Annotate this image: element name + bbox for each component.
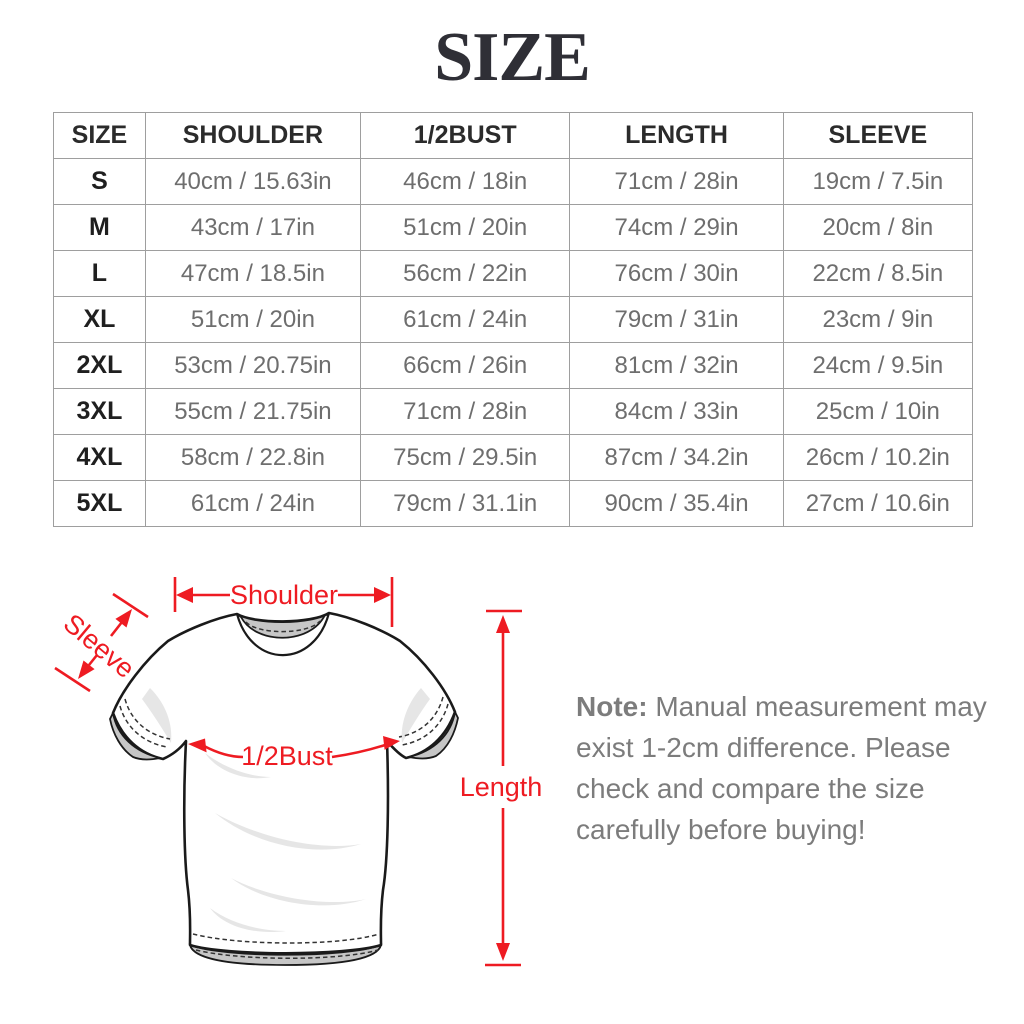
measurement-cell: 20cm / 8in bbox=[782, 204, 974, 251]
size-value-cell: 3XL bbox=[53, 388, 146, 435]
measurement-cell: 81cm / 32in bbox=[569, 342, 784, 389]
size-chart-table: SIZE SHOULDER 1/2BUST LENGTH SLEEVE S 40… bbox=[53, 112, 974, 527]
measurement-cell: 23cm / 9in bbox=[782, 296, 974, 343]
column-header-bust: 1/2BUST bbox=[359, 112, 571, 159]
collar-stitching bbox=[245, 620, 321, 633]
length-arrow: Length bbox=[460, 609, 543, 967]
shirt-body bbox=[111, 611, 457, 955]
measurement-cell: 51cm / 20in bbox=[359, 204, 571, 251]
measurement-cell: 90cm / 35.4in bbox=[569, 480, 784, 527]
size-value-cell: XL bbox=[53, 296, 146, 343]
bust-label: 1/2Bust bbox=[241, 741, 333, 771]
column-header-sleeve: SLEEVE bbox=[782, 112, 974, 159]
measurement-cell: 79cm / 31in bbox=[569, 296, 784, 343]
left-cuff bbox=[109, 698, 171, 761]
shoulder-label: Shoulder bbox=[230, 580, 338, 610]
note-text: Manual measurement may bbox=[655, 691, 987, 722]
note-line: Note: Manual measurement may bbox=[576, 686, 996, 727]
column-header-shoulder: SHOULDER bbox=[144, 112, 361, 159]
measurement-cell: 24cm / 9.5in bbox=[782, 342, 974, 389]
size-value-cell: M bbox=[53, 204, 146, 251]
measurement-cell: 84cm / 33in bbox=[569, 388, 784, 435]
measurement-cell: 58cm / 22.8in bbox=[144, 434, 361, 481]
tshirt-illustration bbox=[109, 611, 459, 966]
measurement-cell: 47cm / 18.5in bbox=[144, 250, 361, 297]
measurement-cell: 75cm / 29.5in bbox=[359, 434, 571, 481]
table-row: 3XL 55cm / 21.75in 71cm / 28in 84cm / 33… bbox=[53, 388, 974, 435]
collar-inside bbox=[236, 612, 330, 639]
hem-stitching bbox=[192, 933, 380, 959]
measurement-cell: 40cm / 15.63in bbox=[144, 158, 361, 205]
measurement-cell: 61cm / 24in bbox=[144, 480, 361, 527]
table-row: 4XL 58cm / 22.8in 75cm / 29.5in 87cm / 3… bbox=[53, 434, 974, 481]
page-title: SIZE bbox=[434, 19, 591, 96]
measurement-cell: 79cm / 31.1in bbox=[359, 480, 571, 527]
table-row: XL 51cm / 20in 61cm / 24in 79cm / 31in 2… bbox=[53, 296, 974, 343]
table-header-row: SIZE SHOULDER 1/2BUST LENGTH SLEEVE bbox=[53, 112, 974, 159]
measurement-cell: 43cm / 17in bbox=[144, 204, 361, 251]
shoulder-arrow: Shoulder bbox=[173, 577, 394, 627]
measurement-cell: 87cm / 34.2in bbox=[569, 434, 784, 481]
measurement-cell: 61cm / 24in bbox=[359, 296, 571, 343]
size-value-cell: L bbox=[53, 250, 146, 297]
size-value-cell: S bbox=[53, 158, 146, 205]
measurement-cell: 76cm / 30in bbox=[569, 250, 784, 297]
hem-band bbox=[188, 943, 383, 966]
measurement-cell: 74cm / 29in bbox=[569, 204, 784, 251]
column-header-size: SIZE bbox=[53, 112, 146, 159]
size-value-cell: 4XL bbox=[53, 434, 146, 481]
bust-arrow: 1/2Bust bbox=[188, 736, 400, 771]
measurement-note: Note: Manual measurement may exist 1-2cm… bbox=[576, 686, 996, 850]
measurement-cell: 25cm / 10in bbox=[782, 388, 974, 435]
table-row: S 40cm / 15.63in 46cm / 18in 71cm / 28in… bbox=[53, 158, 974, 205]
size-value-cell: 5XL bbox=[53, 480, 146, 527]
collar-band-front bbox=[235, 612, 331, 657]
measurement-cell: 26cm / 10.2in bbox=[782, 434, 974, 481]
table-row: 2XL 53cm / 20.75in 66cm / 26in 81cm / 32… bbox=[53, 342, 974, 389]
table-row: M 43cm / 17in 51cm / 20in 74cm / 29in 20… bbox=[53, 204, 974, 251]
measurement-cell: 22cm / 8.5in bbox=[782, 250, 974, 297]
measurement-cell: 71cm / 28in bbox=[569, 158, 784, 205]
table-row: 5XL 61cm / 24in 79cm / 31.1in 90cm / 35.… bbox=[53, 480, 974, 527]
fabric-wrinkles bbox=[142, 688, 430, 933]
note-line: check and compare the size bbox=[576, 773, 925, 804]
measurement-cell: 46cm / 18in bbox=[359, 158, 571, 205]
note-line: carefully before buying! bbox=[576, 814, 866, 845]
collar bbox=[235, 612, 331, 657]
measurement-cell: 66cm / 26in bbox=[359, 342, 571, 389]
length-label: Length bbox=[460, 772, 543, 802]
measurement-cell: 56cm / 22in bbox=[359, 250, 571, 297]
tshirt-measurement-diagram: Shoulder Sleeve 1/2Bust Length bbox=[50, 563, 560, 1024]
measurement-cell: 51cm / 20in bbox=[144, 296, 361, 343]
measurement-cell: 27cm / 10.6in bbox=[782, 480, 974, 527]
note-label: Note: bbox=[576, 691, 648, 722]
measurement-cell: 19cm / 7.5in bbox=[782, 158, 974, 205]
measurement-cell: 53cm / 20.75in bbox=[144, 342, 361, 389]
note-line: exist 1-2cm difference. Please bbox=[576, 732, 951, 763]
right-cuff bbox=[398, 696, 459, 760]
size-value-cell: 2XL bbox=[53, 342, 146, 389]
measurement-cell: 55cm / 21.75in bbox=[144, 388, 361, 435]
column-header-length: LENGTH bbox=[569, 112, 784, 159]
table-row: L 47cm / 18.5in 56cm / 22in 76cm / 30in … bbox=[53, 250, 974, 297]
measurement-cell: 71cm / 28in bbox=[359, 388, 571, 435]
